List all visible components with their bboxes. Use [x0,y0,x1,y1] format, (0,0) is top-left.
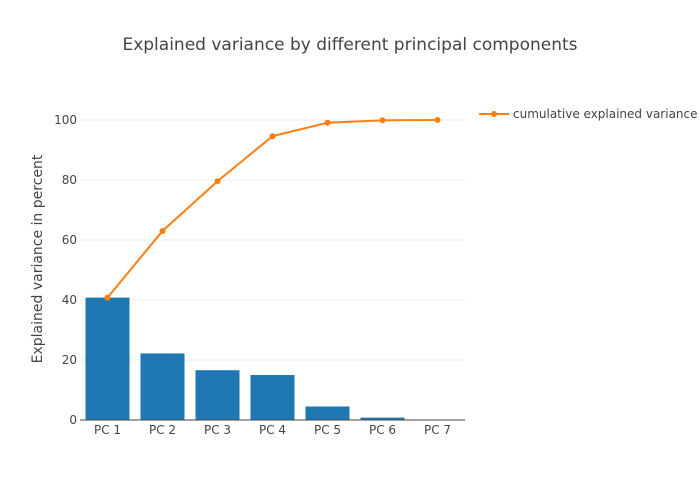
y-axis: 0 20 40 60 80 100 [54,113,77,427]
bar-3 [195,370,240,420]
cumulative-point-3 [214,178,221,185]
y-tick-label-40: 40 [62,293,77,307]
x-tick-label-1: PC 1 [94,423,121,437]
legend: cumulative explained variance [479,107,698,121]
x-tick-label-4: PC 4 [259,423,286,437]
cumulative-point-4 [269,133,276,140]
cumulative-line [104,117,441,301]
y-tick-label-60: 60 [62,233,77,247]
x-axis: PC 1 PC 2 PC 3 PC 4 PC 5 PC 6 PC 7 [80,419,465,437]
bar-4 [250,375,295,420]
x-tick-label-3: PC 3 [204,423,231,437]
bar-6 [360,417,405,420]
bar-1 [85,297,130,420]
y-tick-label-20: 20 [62,353,77,367]
x-tick-label-7: PC 7 [424,423,451,437]
cumulative-line-path [106,119,438,299]
cumulative-point-1 [104,294,111,301]
bar-2 [140,353,185,420]
grid [80,119,465,361]
bar-5 [305,406,350,420]
y-tick-label-0: 0 [69,413,77,427]
bars [85,297,460,420]
legend-label-cumulative: cumulative explained variance [513,107,698,121]
y-tick-label-100: 100 [54,113,77,127]
x-tick-label-6: PC 6 [369,423,396,437]
cumulative-point-7 [434,117,441,123]
cumulative-point-6 [379,117,386,124]
cumulative-point-2 [159,228,166,234]
y-tick-label-80: 80 [62,173,77,187]
y-axis-title: Explained variance in percent [30,154,46,363]
chart-title: Explained variance by different principa… [122,35,577,55]
x-tick-label-5: PC 5 [314,423,341,437]
x-tick-label-2: PC 2 [149,423,176,437]
cumulative-point-5 [324,119,331,126]
legend-marker-swatch [491,111,497,117]
